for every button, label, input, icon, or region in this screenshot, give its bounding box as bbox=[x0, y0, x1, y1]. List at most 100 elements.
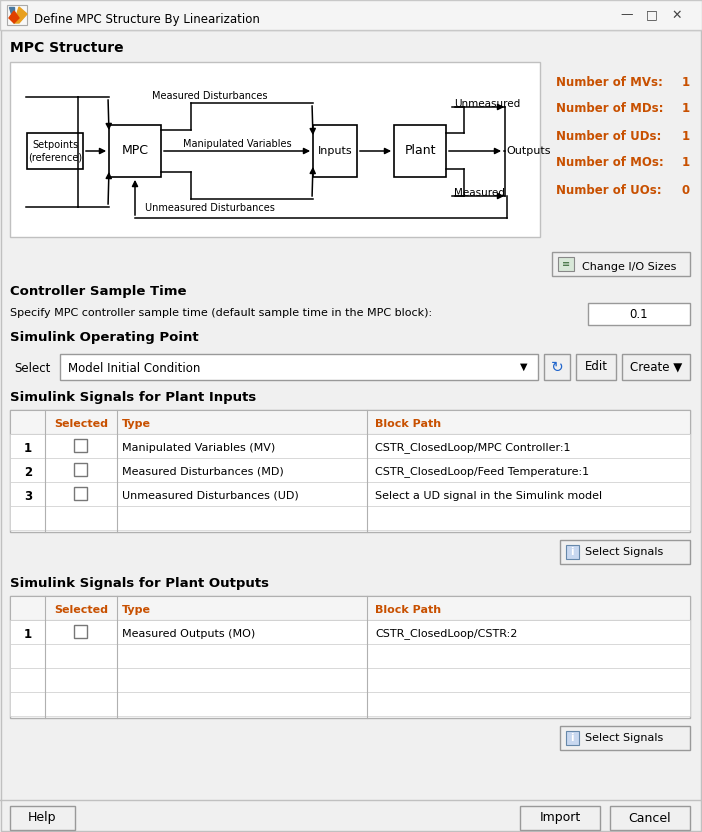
Text: 0.1: 0.1 bbox=[630, 308, 649, 320]
Bar bbox=[74, 463, 87, 476]
Bar bbox=[109, 125, 161, 177]
Text: MPC: MPC bbox=[121, 145, 149, 157]
Bar bbox=[10, 806, 75, 830]
Text: 2: 2 bbox=[24, 465, 32, 478]
Bar bbox=[576, 354, 616, 380]
Text: Unmeasured: Unmeasured bbox=[454, 99, 520, 109]
Text: Type: Type bbox=[122, 605, 151, 615]
Text: 1: 1 bbox=[24, 627, 32, 641]
Bar bbox=[10, 644, 690, 668]
Text: Measured Disturbances (MD): Measured Disturbances (MD) bbox=[122, 467, 284, 477]
Bar bbox=[74, 439, 87, 452]
Text: 1: 1 bbox=[682, 156, 690, 170]
Bar bbox=[10, 692, 690, 716]
Bar bbox=[520, 806, 600, 830]
Bar bbox=[74, 487, 87, 500]
Bar bbox=[10, 410, 690, 434]
Text: Unmeasured Disturbances: Unmeasured Disturbances bbox=[145, 203, 275, 213]
Text: Controller Sample Time: Controller Sample Time bbox=[10, 285, 187, 299]
Bar bbox=[10, 506, 690, 530]
Text: CSTR_ClosedLoop/CSTR:2: CSTR_ClosedLoop/CSTR:2 bbox=[375, 628, 517, 640]
Bar bbox=[10, 596, 690, 620]
Text: 0: 0 bbox=[682, 184, 690, 196]
Bar bbox=[560, 540, 690, 564]
Text: Number of UOs:: Number of UOs: bbox=[556, 184, 661, 196]
Text: Manipulated Variables (MV): Manipulated Variables (MV) bbox=[122, 443, 275, 453]
Bar bbox=[10, 458, 690, 482]
Text: Number of MOs:: Number of MOs: bbox=[556, 156, 664, 170]
Bar bbox=[10, 434, 690, 458]
Polygon shape bbox=[9, 11, 19, 23]
Text: Measured Disturbances: Measured Disturbances bbox=[152, 91, 267, 101]
Bar bbox=[60, 354, 538, 380]
Text: Simulink Signals for Plant Inputs: Simulink Signals for Plant Inputs bbox=[10, 392, 256, 404]
Text: Selected: Selected bbox=[54, 419, 108, 429]
Bar bbox=[560, 726, 690, 750]
Text: CSTR_ClosedLoop/MPC Controller:1: CSTR_ClosedLoop/MPC Controller:1 bbox=[375, 443, 571, 453]
Bar bbox=[27, 133, 83, 169]
Text: Specify MPC controller sample time (default sample time in the MPC block):: Specify MPC controller sample time (defa… bbox=[10, 308, 432, 318]
Text: Measured: Measured bbox=[454, 188, 505, 198]
Bar bbox=[610, 806, 690, 830]
Bar bbox=[10, 62, 540, 237]
Bar bbox=[313, 125, 357, 177]
Polygon shape bbox=[14, 7, 27, 23]
Text: □: □ bbox=[646, 8, 658, 22]
Text: i: i bbox=[570, 547, 574, 557]
Text: Help: Help bbox=[28, 811, 56, 825]
Text: 3: 3 bbox=[24, 489, 32, 503]
Text: Select Signals: Select Signals bbox=[585, 547, 663, 557]
Text: ↻: ↻ bbox=[550, 359, 564, 374]
Bar bbox=[588, 303, 690, 325]
Bar bbox=[10, 482, 690, 506]
Text: Plant: Plant bbox=[404, 145, 436, 157]
Text: 1: 1 bbox=[682, 76, 690, 88]
Bar bbox=[7, 5, 27, 25]
Text: Number of UDs:: Number of UDs: bbox=[556, 130, 661, 142]
Text: Edit: Edit bbox=[585, 360, 607, 374]
Text: ▼: ▼ bbox=[520, 362, 528, 372]
Bar bbox=[552, 252, 690, 276]
Text: Outputs: Outputs bbox=[506, 146, 550, 156]
Polygon shape bbox=[9, 7, 14, 23]
Text: Selected: Selected bbox=[54, 605, 108, 615]
Bar bbox=[394, 125, 446, 177]
Text: Import: Import bbox=[539, 811, 581, 825]
Text: MPC Structure: MPC Structure bbox=[10, 41, 124, 55]
Bar bbox=[544, 354, 570, 380]
Bar bbox=[558, 257, 574, 271]
Text: ≡: ≡ bbox=[562, 259, 570, 269]
Bar bbox=[566, 731, 579, 745]
Text: Cancel: Cancel bbox=[629, 811, 671, 825]
Bar bbox=[0, 0, 702, 30]
Text: Number of MDs:: Number of MDs: bbox=[556, 102, 663, 116]
Bar bbox=[10, 410, 690, 532]
Text: —: — bbox=[621, 8, 633, 22]
Bar bbox=[566, 545, 579, 559]
Text: Select a UD signal in the Simulink model: Select a UD signal in the Simulink model bbox=[375, 491, 602, 501]
Text: Block Path: Block Path bbox=[375, 605, 441, 615]
Text: Unmeasured Disturbances (UD): Unmeasured Disturbances (UD) bbox=[122, 491, 299, 501]
Text: Simulink Operating Point: Simulink Operating Point bbox=[10, 331, 199, 344]
Text: Create ▼: Create ▼ bbox=[630, 360, 682, 374]
Text: Change I/O Sizes: Change I/O Sizes bbox=[582, 262, 676, 272]
Text: 1: 1 bbox=[682, 130, 690, 142]
Text: ✕: ✕ bbox=[672, 8, 682, 22]
Text: Inputs: Inputs bbox=[318, 146, 352, 156]
Text: Measured Outputs (MO): Measured Outputs (MO) bbox=[122, 629, 256, 639]
Text: 1: 1 bbox=[682, 102, 690, 116]
Text: Type: Type bbox=[122, 419, 151, 429]
Text: Simulink Signals for Plant Outputs: Simulink Signals for Plant Outputs bbox=[10, 577, 269, 591]
Text: Select Signals: Select Signals bbox=[585, 733, 663, 743]
Text: Define MPC Structure By Linearization: Define MPC Structure By Linearization bbox=[34, 12, 260, 26]
Bar bbox=[10, 668, 690, 692]
Bar bbox=[10, 596, 690, 718]
Bar bbox=[622, 354, 690, 380]
Text: Manipulated Variables: Manipulated Variables bbox=[183, 139, 291, 149]
Text: CSTR_ClosedLoop/Feed Temperature:1: CSTR_ClosedLoop/Feed Temperature:1 bbox=[375, 467, 589, 478]
Text: Select: Select bbox=[14, 361, 51, 374]
Text: Number of MVs:: Number of MVs: bbox=[556, 76, 663, 88]
Bar bbox=[10, 620, 690, 644]
Text: 1: 1 bbox=[24, 442, 32, 454]
Text: i: i bbox=[570, 733, 574, 743]
